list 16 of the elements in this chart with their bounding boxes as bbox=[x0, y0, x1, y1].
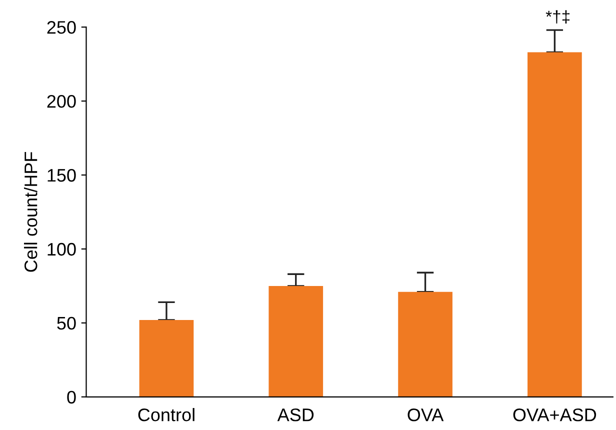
bar bbox=[528, 52, 582, 397]
bar bbox=[139, 320, 194, 397]
y-tick-label: 0 bbox=[67, 390, 76, 404]
x-tick-label: Control bbox=[138, 408, 194, 422]
bar bbox=[268, 286, 324, 397]
text: *†‡ bbox=[546, 10, 570, 24]
y-tick-label: 100 bbox=[48, 242, 76, 256]
x-tick-label: ASD bbox=[277, 408, 314, 422]
y-tick-label: 250 bbox=[47, 21, 76, 34]
x-tick-label: OVA+ASD bbox=[513, 408, 596, 422]
x-tick-label: OVA bbox=[408, 408, 444, 422]
y-tick-label: 200 bbox=[47, 94, 76, 108]
y-tick-label: 150 bbox=[48, 168, 76, 182]
bar bbox=[398, 292, 452, 397]
y-tick-label: 50 bbox=[57, 316, 76, 330]
y-axis-title: Cell count/HPF bbox=[24, 152, 38, 272]
